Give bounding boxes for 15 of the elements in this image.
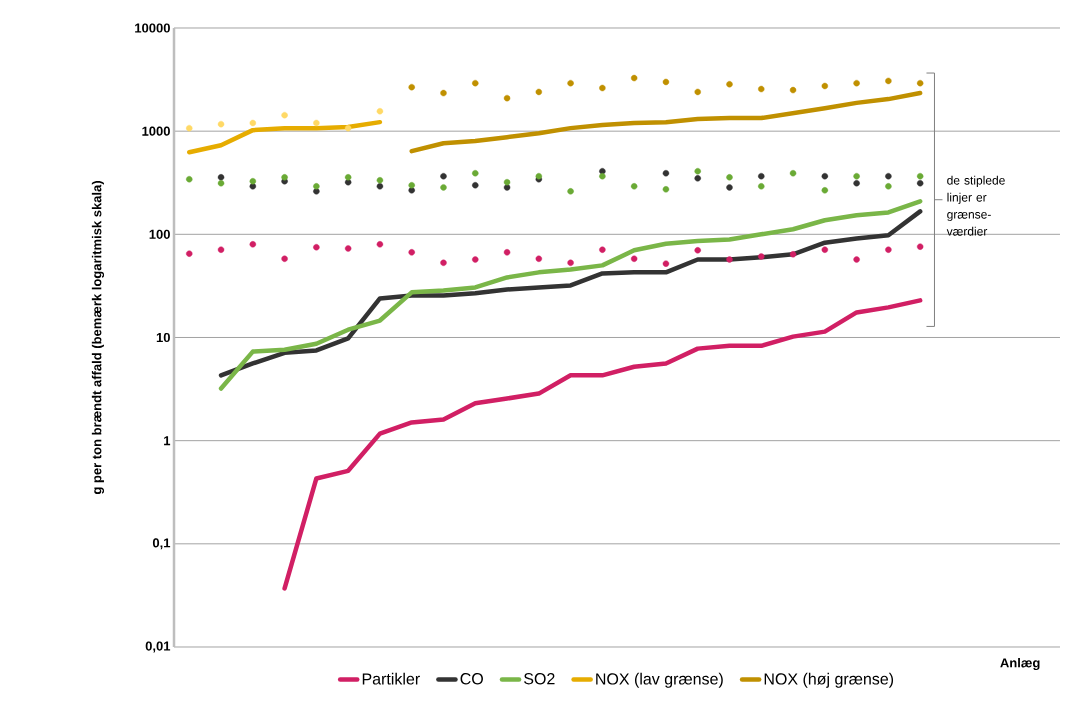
legend-label: Partikler	[362, 672, 420, 685]
x-axis-title: Anlæg	[1000, 657, 1040, 671]
text: de stiplede linjer er grænse-værdier	[946, 175, 1005, 236]
y-axis-title: g per ton brændt affald (bemærk logaritmisk skala)	[91, 181, 105, 495]
y-tick-label: 10	[156, 332, 170, 343]
legend-label: NOX (lav grænse)	[596, 672, 723, 688]
y-tick-label: 1000	[142, 126, 170, 136]
y-tick-label: 100	[149, 229, 170, 239]
y-tick-label: 0,1	[152, 538, 171, 550]
legend-label: CO	[460, 673, 483, 685]
legend-label: SO2	[524, 673, 555, 685]
y-tick-label: 0,01	[145, 641, 171, 653]
legend-label: NOX (høj grænse)	[764, 672, 894, 688]
y-tick-label: 10000	[135, 23, 170, 33]
y-tick-label: 1	[164, 436, 171, 446]
